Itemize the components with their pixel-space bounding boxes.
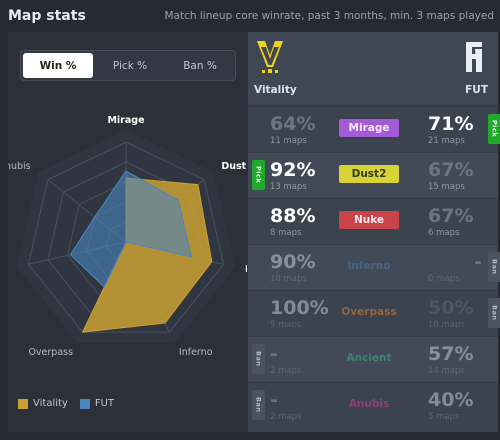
radar-chart: MirageDust2NukeInfernoOverpassAncientAnu… xyxy=(8,115,247,358)
vitality-logo-icon xyxy=(257,41,283,73)
legend-swatch-vitality xyxy=(18,398,28,409)
fut-maps-count: 14 maps xyxy=(428,366,465,376)
radar-axis-label-dust2: Dust2 xyxy=(221,161,247,172)
radar-axis-label-mirage: Mirage xyxy=(107,115,144,126)
tab-ban-pct[interactable]: Ban % xyxy=(183,59,217,72)
map-row-ancient[interactable]: -2 maps 57% 14 maps Ancient Ban xyxy=(248,336,498,382)
fut-pick-badge: Pick xyxy=(488,114,500,144)
map-stats-panel: Win % Pick % Ban % Mirage Dust2 Nuke Infern… xyxy=(8,32,500,432)
map-rows: 64% 11 maps 71% 21 maps Mirage Pick 92% 13 maps… xyxy=(248,106,500,428)
fut-winrate: 57% xyxy=(428,343,474,365)
fut-maps-count: 15 maps xyxy=(428,182,465,192)
radar-axis-label-inferno: Inferno xyxy=(179,347,213,358)
page-subtitle: Match lineup core winrate, past 3 months… xyxy=(164,10,494,22)
legend-label-fut: FUT xyxy=(94,398,115,409)
map-table-pane: Vitality FUT 64% 11 maps 71% 21 maps Mirage P… xyxy=(248,32,500,432)
radar-axis-label-nuke: Nuke xyxy=(245,264,247,275)
map-pill-inferno: Inferno xyxy=(347,260,391,272)
legend-item-fut[interactable]: FUT xyxy=(79,398,115,409)
vitality-maps-count: 8 maps xyxy=(270,228,302,238)
vitality-winrate: 64% xyxy=(270,113,316,135)
map-pill-ancient: Ancient xyxy=(346,352,392,364)
fut-maps-count: 21 maps xyxy=(428,136,465,146)
map-row-mirage[interactable]: 64% 11 maps 71% 21 maps Mirage Pick xyxy=(248,106,500,152)
vitality-maps-count: 11 maps xyxy=(270,136,307,146)
fut-winrate: 67% xyxy=(428,205,474,227)
map-row-inferno[interactable]: 90% 10 maps - 0 maps Inferno Ban xyxy=(248,244,500,290)
fut-maps-count: 6 maps xyxy=(428,228,460,238)
map-pill-overpass: Overpass xyxy=(341,306,397,318)
map-row-anubis[interactable]: -2 maps 40% 5 maps Anubis Ban xyxy=(248,382,498,428)
fut-winrate: 67% xyxy=(428,159,474,181)
map-pill-nuke: Nuke xyxy=(339,211,399,229)
map-pill-mirage: Mirage xyxy=(339,119,399,137)
vitality-pick-badge: Pick xyxy=(252,160,265,190)
fut-ban-badge: Ban xyxy=(488,252,500,282)
vitality-maps-count: 2 maps xyxy=(270,366,302,376)
header: Map stats Match lineup core winrate, pas… xyxy=(0,0,500,30)
stat-type-switch: Win % Pick % Ban % xyxy=(20,50,236,81)
chart-legend: Vitality FUT xyxy=(18,398,114,409)
radar-grid-ring xyxy=(27,141,225,333)
map-pill-anubis: Anubis xyxy=(348,398,390,410)
vitality-ban-badge: Ban xyxy=(252,390,265,420)
radar-axis-label-anubis: Anubis xyxy=(8,161,31,172)
vitality-maps-count: 13 maps xyxy=(270,182,307,192)
map-row-nuke[interactable]: 88% 8 maps 67% 6 maps Nuke xyxy=(248,198,498,244)
radar-series-fut[interactable] xyxy=(69,170,192,288)
map-pill-dust2: Dust2 xyxy=(339,165,399,183)
team-name-vitality: Vitality xyxy=(254,84,297,96)
vitality-winrate: 100% xyxy=(270,297,329,319)
vitality-winrate: 92% xyxy=(270,159,316,181)
fut-ban-badge: Ban xyxy=(488,298,500,328)
vitality-winrate: - xyxy=(270,389,278,411)
map-row-overpass[interactable]: 100% 9 maps 50% 10 maps Overpass Ban xyxy=(248,290,500,336)
page-title: Map stats xyxy=(8,8,86,24)
vitality-ban-badge: Ban xyxy=(252,344,265,374)
vitality-maps-count: 10 maps xyxy=(270,274,307,284)
fut-maps-count: 5 maps xyxy=(428,412,460,422)
vitality-maps-count: 2 maps xyxy=(270,412,302,422)
map-row-dust2[interactable]: 92% 13 maps 67% 15 maps Dust2 Pick xyxy=(248,152,498,198)
vitality-maps-count: 9 maps xyxy=(270,320,302,330)
radar-axis-label-overpass: Overpass xyxy=(28,347,73,358)
vitality-winrate: 90% xyxy=(270,251,316,273)
teams-header: Vitality FUT xyxy=(248,32,498,104)
fut-winrate: - xyxy=(474,251,482,273)
vitality-winrate: - xyxy=(270,343,278,365)
fut-maps-count: 0 maps xyxy=(428,274,460,284)
tab-win-pct[interactable]: Win % xyxy=(23,53,93,78)
fut-winrate: 71% xyxy=(428,113,474,135)
legend-swatch-fut xyxy=(79,398,90,409)
tab-pick-pct[interactable]: Pick % xyxy=(112,59,148,72)
vitality-winrate: 88% xyxy=(270,205,316,227)
fut-maps-count: 10 maps xyxy=(428,320,465,330)
fut-winrate: 50% xyxy=(428,297,474,319)
radar-pane: Win % Pick % Ban % Mirage Dust2 Nuke Infern… xyxy=(8,32,247,432)
fut-winrate: 40% xyxy=(428,389,474,411)
legend-item-vitality[interactable]: Vitality xyxy=(18,398,68,409)
team-name-fut: FUT xyxy=(465,84,488,96)
legend-label-vitality: Vitality xyxy=(33,398,68,409)
fut-logo-icon xyxy=(466,42,482,72)
